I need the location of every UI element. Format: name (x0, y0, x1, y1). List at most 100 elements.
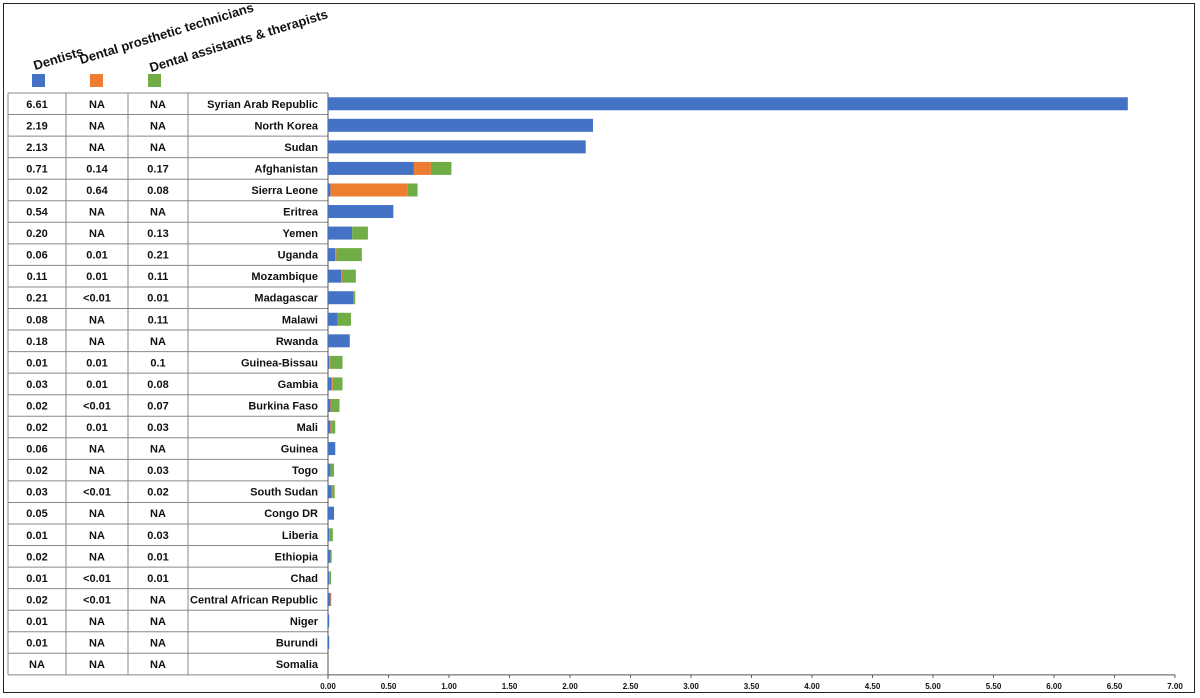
bar-assistants (407, 183, 418, 197)
category-label: Madagascar (254, 293, 318, 305)
technicians-value-label: NA (89, 444, 105, 456)
dentists-value-label: 0.20 (26, 228, 47, 240)
dentists-value-label: 0.02 (26, 185, 47, 197)
technicians-value-label: NA (89, 120, 105, 132)
bar-technicians (330, 398, 332, 412)
bar-dentists (328, 398, 331, 412)
bar-assistants (329, 571, 332, 585)
bar-assistants (352, 226, 368, 240)
x-tick-label: 4.00 (804, 682, 820, 691)
x-tick-label: 3.50 (744, 682, 760, 691)
bar-technicians (353, 291, 355, 305)
category-label: Burundi (276, 638, 318, 650)
bar-dentists (328, 614, 330, 628)
bar-assistants (337, 312, 351, 326)
assistants-value-label: NA (150, 120, 166, 132)
category-label: Yemen (283, 228, 319, 240)
category-label: North Korea (254, 120, 318, 132)
x-tick-label: 2.00 (562, 682, 578, 691)
category-label: Congo DR (264, 508, 318, 520)
bar-dentists (328, 269, 342, 283)
dentists-value-label: 6.61 (26, 99, 47, 111)
category-label: Afghanistan (254, 163, 318, 175)
bar-assistants (331, 398, 340, 412)
bar-dentists (328, 485, 332, 499)
dentists-value-label: 0.71 (26, 163, 47, 175)
technicians-value-label: NA (89, 336, 105, 348)
assistants-value-label: 0.11 (148, 271, 169, 283)
bar-dentists (328, 506, 335, 520)
bar-dentists (328, 183, 331, 197)
bar-dentists (328, 377, 332, 391)
category-label: South Sudan (250, 487, 318, 499)
x-tick-label: 6.50 (1107, 682, 1123, 691)
assistants-value-label: NA (150, 336, 166, 348)
figure-frame (3, 3, 1195, 693)
category-label: Malawi (282, 314, 318, 326)
bar-dentists (328, 571, 330, 585)
dentists-value-label: 0.02 (26, 594, 47, 606)
assistants-value-label: NA (150, 638, 166, 650)
technicians-value-label: NA (89, 228, 105, 240)
dentists-value-label: 0.01 (26, 357, 47, 369)
technicians-value-label: 0.64 (86, 185, 108, 197)
assistants-value-label: 0.03 (147, 530, 168, 542)
bar-assistants (342, 269, 356, 283)
category-label: Sierra Leone (251, 185, 318, 197)
legend-swatch-assistants (148, 74, 161, 87)
assistants-value-label: NA (150, 594, 166, 606)
x-tick-label: 3.00 (683, 682, 699, 691)
technicians-value-label: <0.01 (83, 293, 111, 305)
bar-dentists (328, 549, 331, 563)
bar-technicians (330, 420, 332, 434)
technicians-value-label: 0.01 (86, 271, 107, 283)
bar-dentists (328, 140, 586, 154)
bar-dentists (328, 420, 331, 434)
technicians-value-label: 0.01 (86, 357, 107, 369)
technicians-value-label: NA (89, 616, 105, 628)
assistants-value-label: 0.21 (147, 250, 168, 262)
category-label: Burkina Faso (248, 400, 318, 412)
bar-dentists (328, 312, 338, 326)
category-label: Guinea-Bissau (241, 357, 318, 369)
category-label: Niger (290, 616, 319, 628)
technicians-value-label: <0.01 (83, 573, 111, 585)
category-label: Gambia (278, 379, 319, 391)
category-label: Mozambique (251, 271, 318, 283)
bar-dentists (328, 463, 331, 477)
x-tick-label: 6.00 (1046, 682, 1062, 691)
assistants-value-label: NA (150, 444, 166, 456)
bar-technicians (413, 161, 431, 175)
dentists-value-label: 0.03 (26, 379, 47, 391)
dentists-value-label: 0.54 (26, 207, 48, 219)
category-label: Mali (297, 422, 318, 434)
technicians-value-label: 0.01 (86, 422, 107, 434)
assistants-value-label: 0.02 (147, 487, 168, 499)
technicians-value-label: NA (89, 551, 105, 563)
technicians-value-label: <0.01 (83, 400, 111, 412)
bar-dentists (328, 97, 1128, 111)
legend-swatch-technicians (90, 74, 103, 87)
bar-assistants (330, 549, 332, 563)
technicians-value-label: NA (89, 465, 105, 477)
dentists-value-label: 0.02 (26, 465, 47, 477)
bar-assistants (329, 528, 333, 542)
dentists-value-label: 0.02 (26, 422, 47, 434)
x-tick-label: 1.50 (502, 682, 518, 691)
legend-swatch-dentists (32, 74, 45, 87)
bar-dentists (328, 118, 593, 132)
bar-dentists (328, 528, 330, 542)
dentists-value-label: 0.06 (26, 250, 47, 262)
technicians-value-label: NA (89, 659, 105, 671)
bar-technicians (329, 571, 331, 585)
x-tick-label: 4.50 (865, 682, 881, 691)
technicians-value-label: NA (89, 99, 105, 111)
dentists-value-label: 0.01 (26, 638, 47, 650)
technicians-value-label: NA (89, 638, 105, 650)
dentists-value-label: NA (29, 659, 45, 671)
x-tick-label: 7.00 (1167, 682, 1183, 691)
category-label: Togo (292, 465, 318, 477)
bar-dentists (328, 205, 394, 219)
dentists-value-label: 2.13 (26, 142, 47, 154)
bar-dentists (328, 636, 330, 650)
